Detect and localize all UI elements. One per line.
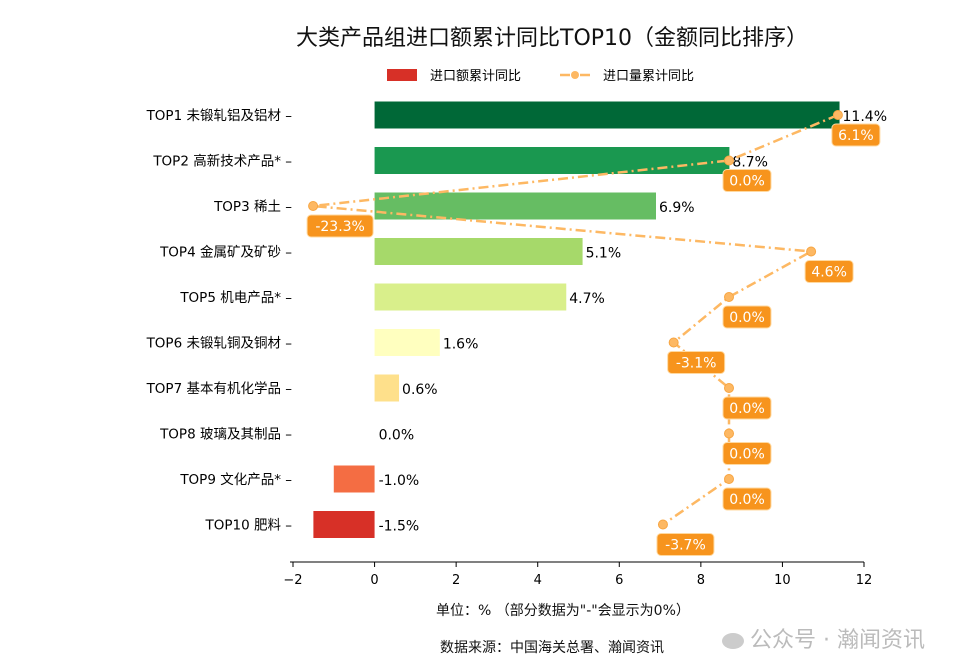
line-marker <box>724 428 734 439</box>
wechat-icon <box>722 633 744 649</box>
line-label-box <box>656 533 715 556</box>
legend-line-label: 进口量累计同比 <box>603 69 694 84</box>
line-label-box <box>722 396 772 420</box>
x-axis-label: 单位：% （部分数据为"-"会显示为0%） <box>436 603 690 619</box>
bar-data-label: 0.6% <box>402 382 438 398</box>
x-tick-label: −2 <box>283 573 302 588</box>
x-tick-label: 2 <box>452 573 460 588</box>
line-marker <box>806 246 817 257</box>
watermark-text: 公众号 · 瀚闻资讯 <box>750 628 925 653</box>
line-data-label: 0.0% <box>729 447 765 463</box>
bar-data-label: 6.9% <box>659 200 695 216</box>
line-marker <box>724 474 734 484</box>
x-tick-label: 12 <box>856 573 873 588</box>
line-data-label: 0.0% <box>729 401 765 417</box>
chart-title: 大类产品组进口额累计同比TOP10（金额同比排序） <box>296 26 809 51</box>
source-note: 数据来源：中国海关总署、瀚闻资讯 <box>440 640 664 656</box>
line-label-box <box>722 305 772 329</box>
bar <box>374 329 440 356</box>
line-marker <box>724 383 734 393</box>
line-data-label: 0.0% <box>729 310 765 326</box>
line-label-box <box>831 123 881 147</box>
bar-data-label: 8.7% <box>732 155 768 171</box>
line-marker <box>668 337 679 348</box>
line-marker <box>308 201 319 211</box>
bar <box>374 283 567 311</box>
y-tick-label: TOP6 未锻轧铜及铜材 – <box>146 336 293 352</box>
bar <box>333 465 375 493</box>
bar <box>374 147 730 174</box>
line-marker <box>832 110 843 120</box>
line-data-label: 6.1% <box>838 128 874 144</box>
line-label-box <box>667 351 726 374</box>
legend-bar-label: 进口额累计同比 <box>430 69 521 84</box>
line-label-box <box>722 487 772 511</box>
bar <box>374 101 840 129</box>
bar-data-label: 1.6% <box>443 337 479 353</box>
legend-line-marker <box>571 71 579 79</box>
bar-data-label: 0.0% <box>379 428 415 444</box>
bar <box>374 374 400 402</box>
line-data-label: -3.1% <box>676 356 717 372</box>
line-marker <box>724 155 734 166</box>
y-tick-label: TOP9 文化产品* – <box>179 472 292 488</box>
x-tick-label: 10 <box>774 573 791 588</box>
bar <box>313 511 375 538</box>
y-tick-label: TOP10 肥料 – <box>204 518 292 534</box>
line-label-box <box>804 260 854 283</box>
bar-data-label: 4.7% <box>569 291 605 307</box>
line-data-label: 0.0% <box>729 174 765 190</box>
y-tick-label: TOP5 机电产品* – <box>179 290 292 306</box>
x-tick-label: 4 <box>534 573 542 588</box>
line-marker <box>724 292 734 302</box>
y-tick-label: TOP7 基本有机化学品 – <box>146 380 293 397</box>
x-tick-label: 0 <box>370 573 378 588</box>
legend-bar-swatch <box>387 69 417 81</box>
bar-data-label: -1.5% <box>379 519 420 535</box>
y-tick-label: TOP3 稀土 – <box>213 199 292 215</box>
line-marker <box>657 519 668 530</box>
y-tick-label: TOP2 高新技术产品* – <box>152 153 292 170</box>
y-tick-label: TOP8 玻璃及其制品 – <box>159 426 292 443</box>
line-label-box <box>722 169 772 192</box>
y-tick-label: TOP4 金属矿及矿砂 – <box>159 245 292 261</box>
line-data-label: -23.3% <box>315 219 365 235</box>
line-data-label: 4.6% <box>811 265 847 281</box>
bar <box>374 238 583 265</box>
x-tick-label: 6 <box>615 573 623 588</box>
line-data-label: -3.7% <box>665 538 706 554</box>
line-label-box <box>306 214 374 238</box>
line-label-box <box>722 442 772 465</box>
x-tick-label: 8 <box>697 573 705 588</box>
y-tick-label: TOP1 未锻轧铝及铝材 – <box>146 108 293 124</box>
bar-data-label: 5.1% <box>586 246 622 262</box>
line-data-label: 0.0% <box>729 492 765 508</box>
bar-data-label: -1.0% <box>379 473 420 489</box>
watermark: 公众号 · 瀚闻资讯 <box>722 622 925 654</box>
bar-data-label: 11.4% <box>843 109 887 125</box>
